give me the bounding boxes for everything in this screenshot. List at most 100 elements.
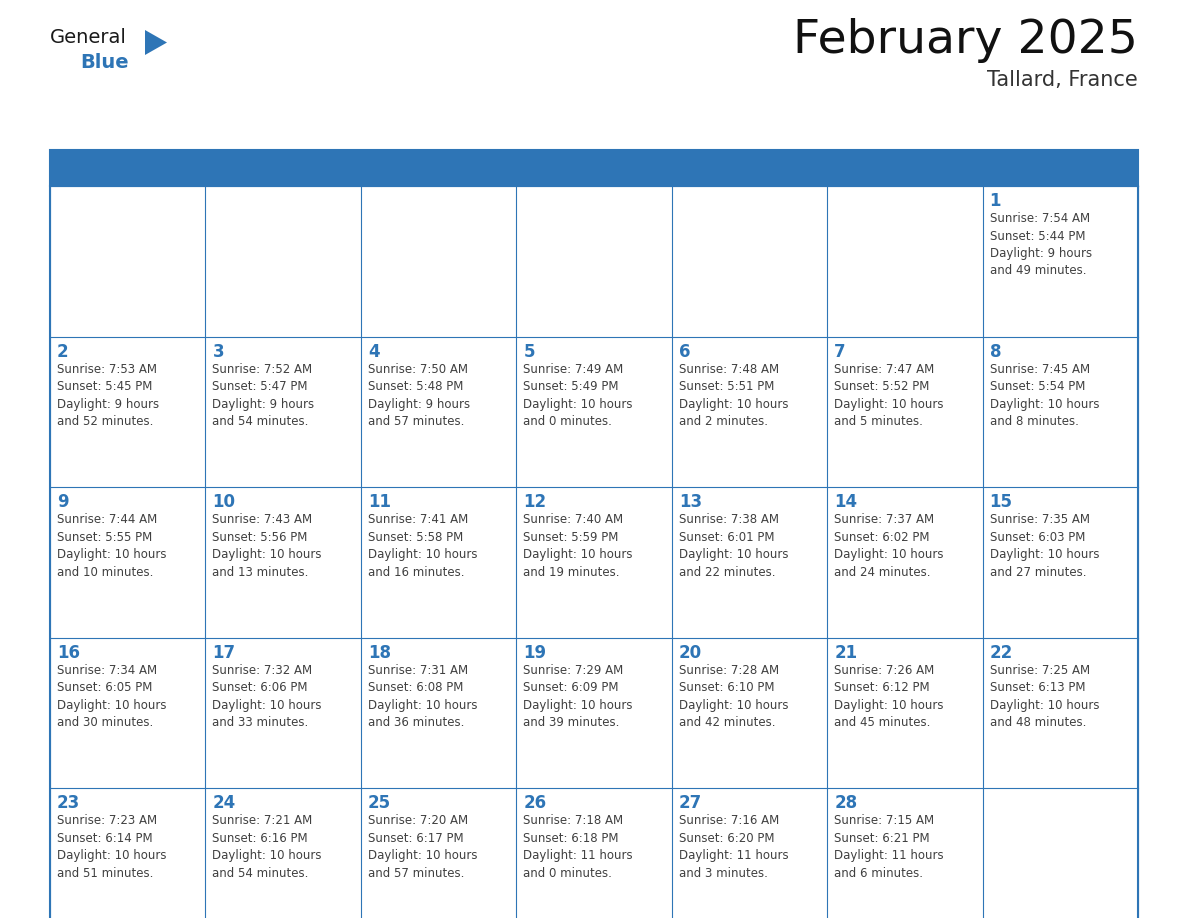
- Text: 22: 22: [990, 644, 1013, 662]
- Text: Sunrise: 7:45 AM
Sunset: 5:54 PM
Daylight: 10 hours
and 8 minutes.: Sunrise: 7:45 AM Sunset: 5:54 PM Dayligh…: [990, 363, 1099, 428]
- Text: Sunday: Sunday: [94, 159, 162, 177]
- Bar: [827, 186, 982, 337]
- Text: 9: 9: [57, 493, 69, 511]
- Text: 5: 5: [523, 342, 535, 361]
- Text: Monday: Monday: [247, 159, 320, 177]
- Text: 1: 1: [990, 192, 1001, 210]
- Text: Sunrise: 7:16 AM
Sunset: 6:20 PM
Daylight: 11 hours
and 3 minutes.: Sunrise: 7:16 AM Sunset: 6:20 PM Dayligh…: [678, 814, 789, 879]
- Bar: [517, 638, 671, 789]
- Text: Sunrise: 7:15 AM
Sunset: 6:21 PM
Daylight: 11 hours
and 6 minutes.: Sunrise: 7:15 AM Sunset: 6:21 PM Dayligh…: [834, 814, 943, 879]
- Bar: [50, 150, 1138, 918]
- Bar: [827, 337, 982, 487]
- Bar: [982, 789, 1138, 918]
- Text: Tallard, France: Tallard, France: [987, 70, 1138, 90]
- Text: 2: 2: [57, 342, 69, 361]
- Text: Sunrise: 7:34 AM
Sunset: 6:05 PM
Daylight: 10 hours
and 30 minutes.: Sunrise: 7:34 AM Sunset: 6:05 PM Dayligh…: [57, 664, 166, 729]
- Bar: [50, 789, 206, 918]
- Text: Sunrise: 7:53 AM
Sunset: 5:45 PM
Daylight: 9 hours
and 52 minutes.: Sunrise: 7:53 AM Sunset: 5:45 PM Dayligh…: [57, 363, 159, 428]
- Text: Sunrise: 7:25 AM
Sunset: 6:13 PM
Daylight: 10 hours
and 48 minutes.: Sunrise: 7:25 AM Sunset: 6:13 PM Dayligh…: [990, 664, 1099, 729]
- Text: Tuesday: Tuesday: [400, 159, 476, 177]
- Bar: [517, 337, 671, 487]
- Text: 14: 14: [834, 493, 858, 511]
- Bar: [827, 638, 982, 789]
- Bar: [50, 638, 206, 789]
- Text: Sunrise: 7:43 AM
Sunset: 5:56 PM
Daylight: 10 hours
and 13 minutes.: Sunrise: 7:43 AM Sunset: 5:56 PM Dayligh…: [213, 513, 322, 578]
- Text: Sunrise: 7:44 AM
Sunset: 5:55 PM
Daylight: 10 hours
and 10 minutes.: Sunrise: 7:44 AM Sunset: 5:55 PM Dayligh…: [57, 513, 166, 578]
- Bar: [361, 186, 517, 337]
- Text: 13: 13: [678, 493, 702, 511]
- Bar: [50, 150, 1138, 186]
- Bar: [827, 789, 982, 918]
- Text: 6: 6: [678, 342, 690, 361]
- Text: 23: 23: [57, 794, 81, 812]
- Text: Sunrise: 7:47 AM
Sunset: 5:52 PM
Daylight: 10 hours
and 5 minutes.: Sunrise: 7:47 AM Sunset: 5:52 PM Dayligh…: [834, 363, 943, 428]
- Bar: [206, 487, 361, 638]
- Text: Friday: Friday: [876, 159, 934, 177]
- Text: Saturday: Saturday: [1018, 159, 1102, 177]
- Text: Sunrise: 7:49 AM
Sunset: 5:49 PM
Daylight: 10 hours
and 0 minutes.: Sunrise: 7:49 AM Sunset: 5:49 PM Dayligh…: [523, 363, 633, 428]
- Bar: [206, 337, 361, 487]
- Bar: [517, 487, 671, 638]
- Bar: [361, 638, 517, 789]
- Bar: [982, 487, 1138, 638]
- Text: Sunrise: 7:29 AM
Sunset: 6:09 PM
Daylight: 10 hours
and 39 minutes.: Sunrise: 7:29 AM Sunset: 6:09 PM Dayligh…: [523, 664, 633, 729]
- Text: 18: 18: [368, 644, 391, 662]
- Text: General: General: [50, 28, 127, 47]
- Text: Wednesday: Wednesday: [541, 159, 647, 177]
- Text: Sunrise: 7:28 AM
Sunset: 6:10 PM
Daylight: 10 hours
and 42 minutes.: Sunrise: 7:28 AM Sunset: 6:10 PM Dayligh…: [678, 664, 788, 729]
- Bar: [671, 337, 827, 487]
- Text: Blue: Blue: [80, 53, 128, 72]
- Text: Sunrise: 7:32 AM
Sunset: 6:06 PM
Daylight: 10 hours
and 33 minutes.: Sunrise: 7:32 AM Sunset: 6:06 PM Dayligh…: [213, 664, 322, 729]
- Text: 21: 21: [834, 644, 858, 662]
- Polygon shape: [145, 30, 168, 55]
- Bar: [982, 638, 1138, 789]
- Text: 24: 24: [213, 794, 235, 812]
- Text: Sunrise: 7:20 AM
Sunset: 6:17 PM
Daylight: 10 hours
and 57 minutes.: Sunrise: 7:20 AM Sunset: 6:17 PM Dayligh…: [368, 814, 478, 879]
- Text: 11: 11: [368, 493, 391, 511]
- Text: 7: 7: [834, 342, 846, 361]
- Text: 28: 28: [834, 794, 858, 812]
- Text: Sunrise: 7:41 AM
Sunset: 5:58 PM
Daylight: 10 hours
and 16 minutes.: Sunrise: 7:41 AM Sunset: 5:58 PM Dayligh…: [368, 513, 478, 578]
- Text: 3: 3: [213, 342, 225, 361]
- Text: 17: 17: [213, 644, 235, 662]
- Bar: [50, 186, 206, 337]
- Text: 20: 20: [678, 644, 702, 662]
- Text: 19: 19: [523, 644, 546, 662]
- Bar: [206, 186, 361, 337]
- Text: Sunrise: 7:23 AM
Sunset: 6:14 PM
Daylight: 10 hours
and 51 minutes.: Sunrise: 7:23 AM Sunset: 6:14 PM Dayligh…: [57, 814, 166, 879]
- Text: 26: 26: [523, 794, 546, 812]
- Bar: [361, 487, 517, 638]
- Bar: [671, 638, 827, 789]
- Text: Sunrise: 7:18 AM
Sunset: 6:18 PM
Daylight: 11 hours
and 0 minutes.: Sunrise: 7:18 AM Sunset: 6:18 PM Dayligh…: [523, 814, 633, 879]
- Text: 25: 25: [368, 794, 391, 812]
- Text: 12: 12: [523, 493, 546, 511]
- Text: Sunrise: 7:52 AM
Sunset: 5:47 PM
Daylight: 9 hours
and 54 minutes.: Sunrise: 7:52 AM Sunset: 5:47 PM Dayligh…: [213, 363, 315, 428]
- Text: 16: 16: [57, 644, 80, 662]
- Text: 8: 8: [990, 342, 1001, 361]
- Text: Sunrise: 7:54 AM
Sunset: 5:44 PM
Daylight: 9 hours
and 49 minutes.: Sunrise: 7:54 AM Sunset: 5:44 PM Dayligh…: [990, 212, 1092, 277]
- Text: Sunrise: 7:37 AM
Sunset: 6:02 PM
Daylight: 10 hours
and 24 minutes.: Sunrise: 7:37 AM Sunset: 6:02 PM Dayligh…: [834, 513, 943, 578]
- Bar: [982, 186, 1138, 337]
- Bar: [206, 789, 361, 918]
- Bar: [982, 337, 1138, 487]
- Text: 15: 15: [990, 493, 1012, 511]
- Bar: [361, 337, 517, 487]
- Bar: [671, 789, 827, 918]
- Text: Sunrise: 7:26 AM
Sunset: 6:12 PM
Daylight: 10 hours
and 45 minutes.: Sunrise: 7:26 AM Sunset: 6:12 PM Dayligh…: [834, 664, 943, 729]
- Text: Thursday: Thursday: [706, 159, 792, 177]
- Text: February 2025: February 2025: [794, 18, 1138, 63]
- Text: Sunrise: 7:35 AM
Sunset: 6:03 PM
Daylight: 10 hours
and 27 minutes.: Sunrise: 7:35 AM Sunset: 6:03 PM Dayligh…: [990, 513, 1099, 578]
- Text: Sunrise: 7:21 AM
Sunset: 6:16 PM
Daylight: 10 hours
and 54 minutes.: Sunrise: 7:21 AM Sunset: 6:16 PM Dayligh…: [213, 814, 322, 879]
- Bar: [671, 487, 827, 638]
- Bar: [517, 789, 671, 918]
- Text: Sunrise: 7:31 AM
Sunset: 6:08 PM
Daylight: 10 hours
and 36 minutes.: Sunrise: 7:31 AM Sunset: 6:08 PM Dayligh…: [368, 664, 478, 729]
- Text: Sunrise: 7:50 AM
Sunset: 5:48 PM
Daylight: 9 hours
and 57 minutes.: Sunrise: 7:50 AM Sunset: 5:48 PM Dayligh…: [368, 363, 470, 428]
- Text: 4: 4: [368, 342, 379, 361]
- Bar: [50, 487, 206, 638]
- Text: Sunrise: 7:48 AM
Sunset: 5:51 PM
Daylight: 10 hours
and 2 minutes.: Sunrise: 7:48 AM Sunset: 5:51 PM Dayligh…: [678, 363, 788, 428]
- Bar: [517, 186, 671, 337]
- Text: 10: 10: [213, 493, 235, 511]
- Text: Sunrise: 7:40 AM
Sunset: 5:59 PM
Daylight: 10 hours
and 19 minutes.: Sunrise: 7:40 AM Sunset: 5:59 PM Dayligh…: [523, 513, 633, 578]
- Bar: [827, 487, 982, 638]
- Text: 27: 27: [678, 794, 702, 812]
